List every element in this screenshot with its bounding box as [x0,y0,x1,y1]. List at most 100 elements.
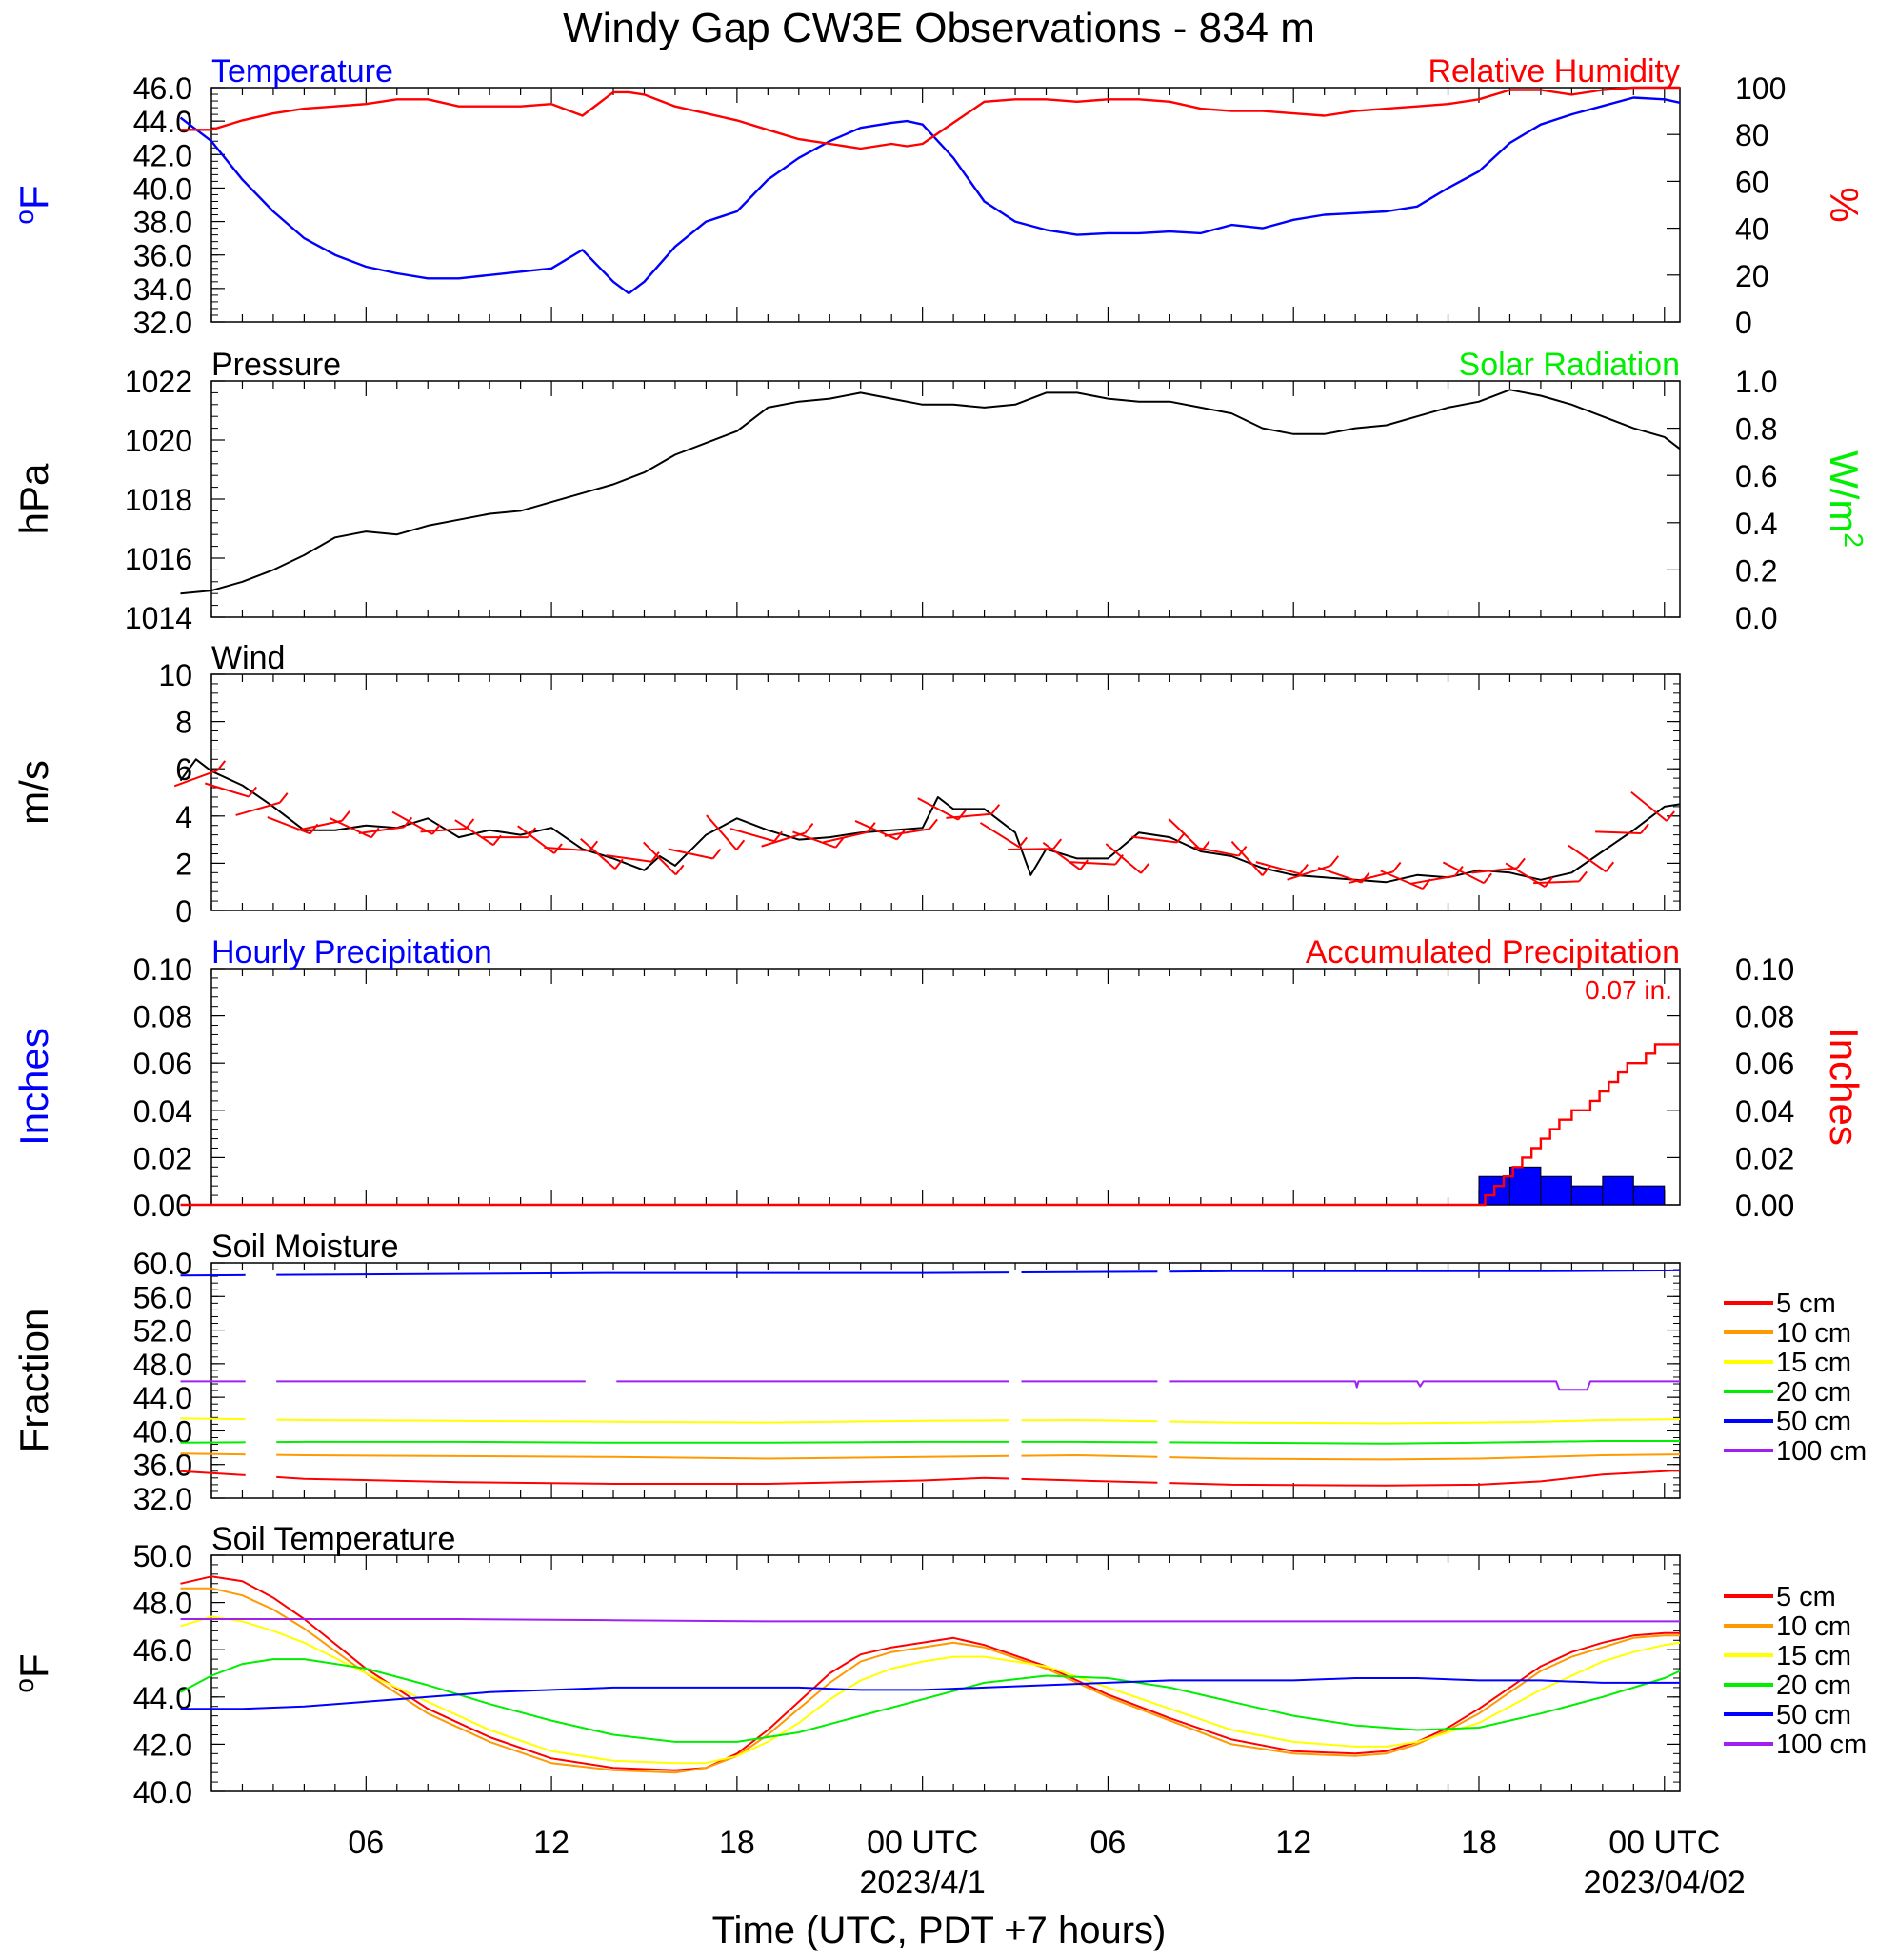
y-tick-label: 42.0 [133,138,192,172]
figure-title: Windy Gap CW3E Observations - 834 m [563,5,1315,51]
y-tick-label-right: 0.10 [1735,952,1794,987]
wind-barb [917,797,959,821]
panel-title-left: Soil Moisture [211,1229,399,1265]
wind-barb-flag [650,851,660,863]
plot-frame [210,1554,1681,1792]
y-axis-title-left: Fraction [11,1309,56,1453]
y-tick-label-right: 80 [1735,118,1769,152]
wind-barb-flag [957,810,967,821]
y-tick-label: 1020 [125,424,192,458]
y-tick-label: 52.0 [133,1314,192,1349]
y-axis-title-left: oF [10,185,57,224]
wind-barb [1168,818,1203,852]
wind-barb [1069,861,1116,866]
y-tick-label-right: 0.8 [1735,412,1777,447]
wind-barb-flag [1666,810,1675,822]
panel-title-left: Temperature [211,53,393,90]
wind-barb [643,841,677,876]
series-10-cm [1021,1454,1158,1458]
wind-barb [1131,835,1178,844]
hourly-precip-bar [1570,1185,1604,1206]
series-5-cm [180,1470,246,1476]
wind-barb-flag [248,786,257,798]
wind-barb [1630,790,1668,822]
series-10-cm [180,1587,1680,1774]
series-5-cm [180,1575,1680,1771]
wind-barb-flag [990,804,1001,815]
series-50-cm [180,1677,1680,1710]
series-relative-humidity [180,86,1680,150]
series-temperature [179,96,1681,295]
wind-barb [296,819,343,831]
y-tick-label: 34.0 [133,272,192,307]
wind-barb [1255,861,1301,875]
y-tick-label-right: 0.04 [1735,1094,1794,1129]
panel-wind: 0 2 4 6 8 10 Wind m/s [11,640,1681,929]
wind-barb-flag [278,792,289,804]
series-15-cm [180,1615,1681,1765]
wind-barb [329,817,372,839]
legend-label: 10 cm [1776,1318,1851,1349]
wind-barb [1317,867,1362,884]
y-tick-label: 48.0 [133,1587,192,1621]
y-tick-label: 0.06 [133,1047,192,1081]
y-tick-label: 0.02 [133,1141,192,1175]
series-10-cm [180,1452,246,1456]
y-tick-label: 46.0 [133,71,192,106]
y-tick-label: 10 [158,658,192,692]
wind-barb [1287,864,1331,881]
y-tick-label-right: 60 [1735,165,1769,199]
y-axis-title-left: m/s [11,760,56,825]
plot-panels: 32.034.036.038.040.042.044.046.002040608… [10,53,1869,1901]
plot-frame [210,87,1681,323]
series-15-cm [276,1418,1009,1424]
legend-label: 20 cm [1776,1670,1851,1701]
y-tick-label: 40.0 [133,1414,192,1449]
y-tick-label: 40.0 [133,1775,192,1810]
y-tick-label-right: 0.08 [1735,1000,1794,1034]
series-20-cm [1169,1440,1680,1445]
wind-barb [854,820,898,841]
wind-barb [358,826,405,835]
y-tick-label: 44.0 [133,1381,192,1415]
wind-barb [1471,867,1518,874]
wind-barb [606,854,652,863]
x-tick-label: 06 [1090,1825,1127,1861]
wind-barb [1595,830,1642,834]
series-5-cm [1021,1477,1158,1484]
wind-barb-flag [1516,857,1526,869]
y-tick-label: 44.0 [133,1681,192,1715]
y-tick-label: 6 [175,752,192,787]
series-100-cm [180,1618,1680,1623]
wind-barb-flag [1176,831,1186,844]
series-10-cm [1169,1453,1681,1461]
wind-barb-flag [1329,855,1340,867]
y-tick-label-right: 0.02 [1735,1141,1794,1175]
wind-barb [706,814,738,850]
panel-pressure: 1014 1016 1018 1020 1022 0.0 0.2 0.4 0.6 0.8 1.0 Pr… [11,347,1869,635]
wind-barb [884,828,930,837]
series-5-cm [276,1475,1009,1485]
y-tick-label-right: 1.0 [1735,365,1777,399]
legend-label: 20 cm [1776,1377,1851,1408]
y-tick-label: 0.04 [133,1094,192,1129]
wind-barb-flag [216,760,227,771]
panel-title-left: Hourly Precipitation [211,934,492,970]
legend-label: 100 cm [1776,1436,1867,1467]
panel-title-right: Accumulated Precipitation [1306,934,1680,970]
wind-barb-flag [1140,863,1149,874]
y-tick-label: 36.0 [133,239,192,273]
series-50-cm [276,1271,1009,1276]
wind-barb-flag [1360,871,1370,884]
wind-barb [822,830,869,844]
y-axis-title-left: hPa [11,463,56,534]
wind-barb-flag [1605,861,1615,872]
legend-label: 100 cm [1776,1730,1867,1760]
y-tick-label-right: 0.6 [1735,459,1777,493]
legend-label: 5 cm [1776,1289,1836,1319]
wind-barb-flag [1578,870,1588,883]
y-tick-label: 0.10 [133,952,192,987]
wind-barb-flag [1640,823,1649,834]
y-axis-title-right: % [1822,187,1867,222]
series-20-cm [1021,1440,1158,1444]
